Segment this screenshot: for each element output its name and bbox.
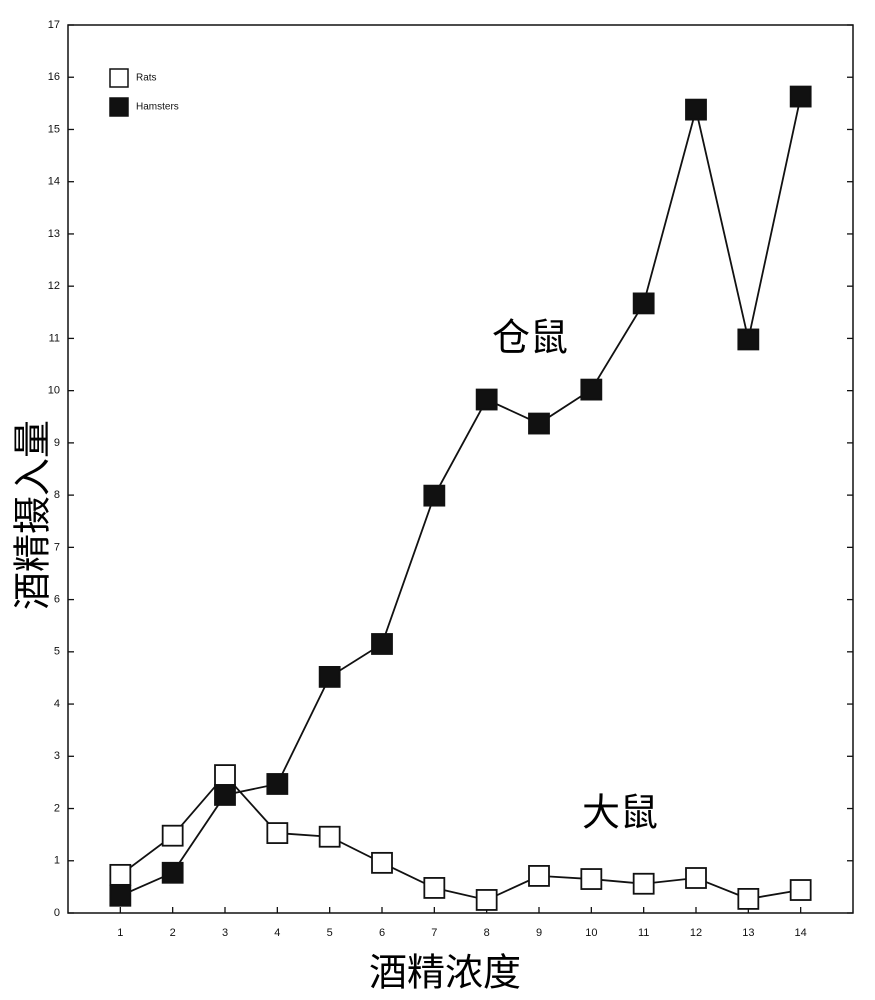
- y-tick-label: 8: [54, 489, 60, 501]
- x-tick-label: 12: [690, 927, 702, 939]
- point: [161, 861, 184, 884]
- legend-label: Rats: [136, 73, 157, 84]
- x-tick-label: 5: [327, 927, 333, 939]
- point: [789, 879, 812, 901]
- y-tick-label: 4: [54, 698, 60, 710]
- x-tick-label: 2: [170, 927, 176, 939]
- point: [371, 851, 393, 874]
- point: [685, 867, 707, 889]
- y-tick-label: 6: [54, 593, 60, 605]
- y-tick-label: 17: [48, 19, 60, 31]
- point: [214, 784, 236, 806]
- point: [214, 764, 236, 786]
- legend-swatch: [109, 68, 129, 88]
- point: [632, 292, 655, 315]
- point: [266, 822, 289, 844]
- y-tick-label: 0: [54, 907, 60, 919]
- point: [580, 868, 603, 890]
- x-axis-label: 酒精浓度: [369, 951, 521, 995]
- point: [109, 863, 132, 886]
- point: [161, 824, 184, 847]
- y-tick-label: 1: [54, 855, 60, 867]
- legend-swatch: [109, 97, 129, 117]
- point: [423, 484, 446, 507]
- annotation: 仓鼠: [492, 316, 568, 360]
- point: [528, 412, 550, 435]
- y-tick-label: 3: [54, 750, 60, 762]
- point: [789, 85, 812, 108]
- legend-label: Hamsters: [136, 102, 179, 113]
- point: [109, 884, 132, 907]
- x-tick-label: 7: [431, 927, 437, 939]
- y-tick-label: 10: [48, 385, 60, 397]
- point: [318, 825, 341, 848]
- y-tick-label: 16: [48, 71, 60, 83]
- y-tick-label: 9: [54, 437, 60, 449]
- point: [685, 98, 707, 121]
- x-tick-label: 8: [484, 927, 490, 939]
- x-tick-label: 4: [274, 927, 280, 939]
- point: [266, 773, 289, 795]
- y-tick-label: 7: [54, 541, 60, 553]
- point: [737, 328, 760, 351]
- y-tick-label: 2: [54, 802, 60, 814]
- y-tick-label: 12: [48, 280, 60, 292]
- x-tick-label: 13: [742, 927, 754, 939]
- annotation: 大鼠: [582, 791, 658, 835]
- y-axis-label: 酒精摄入量: [11, 420, 55, 610]
- y-tick-label: 14: [48, 176, 60, 188]
- y-tick-label: 5: [54, 646, 60, 658]
- point: [318, 665, 341, 688]
- y-tick-label: 15: [48, 123, 60, 135]
- point: [371, 633, 393, 655]
- x-tick-label: 3: [222, 927, 228, 939]
- y-tick-label: 13: [48, 228, 60, 240]
- x-tick-label: 10: [585, 927, 597, 939]
- point: [737, 887, 760, 910]
- point: [423, 877, 446, 899]
- point: [528, 865, 550, 887]
- point: [475, 889, 498, 911]
- x-tick-label: 14: [795, 927, 807, 939]
- point: [475, 388, 498, 411]
- x-tick-label: 1: [117, 927, 123, 939]
- y-tick-label: 11: [49, 332, 60, 344]
- x-tick-label: 9: [536, 927, 542, 939]
- point: [632, 872, 655, 895]
- plot-frame: [67, 24, 854, 914]
- x-tick-label: 6: [379, 927, 385, 939]
- point: [580, 378, 603, 401]
- x-tick-label: 11: [638, 927, 649, 939]
